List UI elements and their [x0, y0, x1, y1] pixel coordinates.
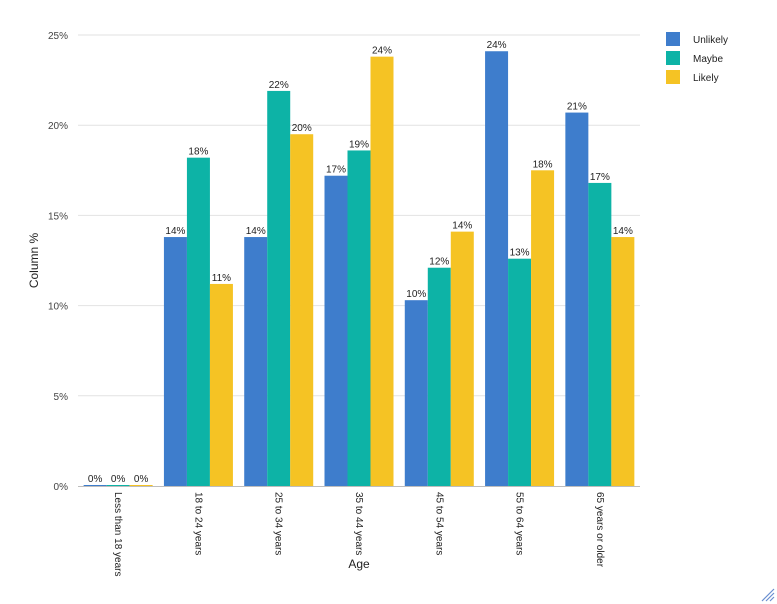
- bar-likely-3: [370, 56, 394, 486]
- legend-swatch-maybe: [666, 51, 680, 65]
- x-category-label: 35 to 44 years: [353, 492, 364, 555]
- legend: Unlikely Maybe Likely: [666, 32, 728, 84]
- bar-unlikely-6: [565, 112, 589, 487]
- data-label: 18%: [188, 147, 208, 158]
- bar-maybe-3: [347, 150, 371, 486]
- data-label: 0%: [134, 474, 149, 485]
- y-tick-label: 15%: [48, 211, 68, 222]
- data-label: 17%: [326, 165, 346, 176]
- data-label: 10%: [406, 289, 426, 300]
- data-label: 12%: [429, 257, 449, 268]
- y-tick-label: 10%: [48, 302, 68, 313]
- data-labels: 0% 0% 0% 14% 18% 11% 14% 22% 20% 17% 19% 24% 10% 12% 1…: [88, 40, 633, 485]
- data-label: 21%: [567, 102, 587, 113]
- data-label: 14%: [165, 226, 185, 237]
- y-axis-title: Column %: [27, 232, 41, 288]
- x-category-label: Less than 18 years: [112, 492, 123, 577]
- data-label: 18%: [533, 159, 553, 170]
- bar-maybe-2: [267, 90, 291, 486]
- bar-maybe-5: [508, 258, 532, 486]
- data-label: 22%: [269, 80, 289, 91]
- data-label: 14%: [246, 226, 266, 237]
- bar-maybe-0: [106, 485, 130, 486]
- x-category-label: 65 years or older: [594, 492, 605, 568]
- bars: [83, 51, 635, 487]
- legend-swatch-likely: [666, 70, 680, 84]
- bar-maybe-6: [588, 182, 612, 487]
- x-axis-categories: Less than 18 years 18 to 24 years 25 to 34…: [112, 492, 605, 577]
- bar-likely-0: [129, 485, 153, 486]
- y-tick-label: 0%: [54, 482, 69, 493]
- x-category-label: 55 to 64 years: [514, 492, 525, 555]
- data-label: 14%: [613, 226, 633, 237]
- data-label: 20%: [292, 123, 312, 134]
- bar-likely-2: [290, 134, 314, 486]
- x-category-label: 18 to 24 years: [192, 492, 203, 555]
- bar-maybe-4: [427, 267, 451, 486]
- bar-likely-4: [450, 231, 474, 486]
- y-tick-label: 20%: [48, 121, 68, 132]
- legend-swatch-unlikely: [666, 32, 680, 46]
- bar-unlikely-3: [324, 175, 348, 486]
- bar-maybe-1: [186, 157, 210, 486]
- legend-label: Unlikely: [693, 35, 728, 46]
- data-label: 19%: [349, 139, 369, 150]
- bar-unlikely-0: [83, 485, 107, 486]
- bar-unlikely-5: [485, 51, 509, 487]
- legend-label: Maybe: [693, 54, 723, 65]
- x-category-label: 25 to 34 years: [273, 492, 284, 555]
- x-axis-title: Age: [348, 557, 370, 571]
- bar-unlikely-2: [244, 237, 268, 486]
- legend-label: Likely: [693, 73, 719, 84]
- data-label: 17%: [590, 172, 610, 183]
- resize-grip-icon[interactable]: [759, 586, 775, 602]
- data-label: 0%: [88, 474, 103, 485]
- bar-likely-5: [531, 170, 555, 487]
- data-label: 13%: [510, 248, 530, 259]
- y-tick-label: 5%: [54, 392, 69, 403]
- bar-unlikely-1: [163, 237, 187, 486]
- y-tick-label: 25%: [48, 31, 68, 42]
- data-label: 0%: [111, 474, 126, 485]
- x-category-label: 45 to 54 years: [433, 492, 444, 555]
- bar-likely-6: [611, 237, 635, 486]
- data-label: 11%: [212, 273, 231, 284]
- bar-likely-1: [209, 283, 233, 486]
- data-label: 24%: [487, 40, 507, 51]
- data-label: 14%: [452, 221, 472, 232]
- bar-unlikely-4: [404, 300, 428, 486]
- data-label: 24%: [372, 46, 392, 57]
- y-axis-ticks: 0% 5% 10% 15% 20% 25%: [48, 31, 68, 493]
